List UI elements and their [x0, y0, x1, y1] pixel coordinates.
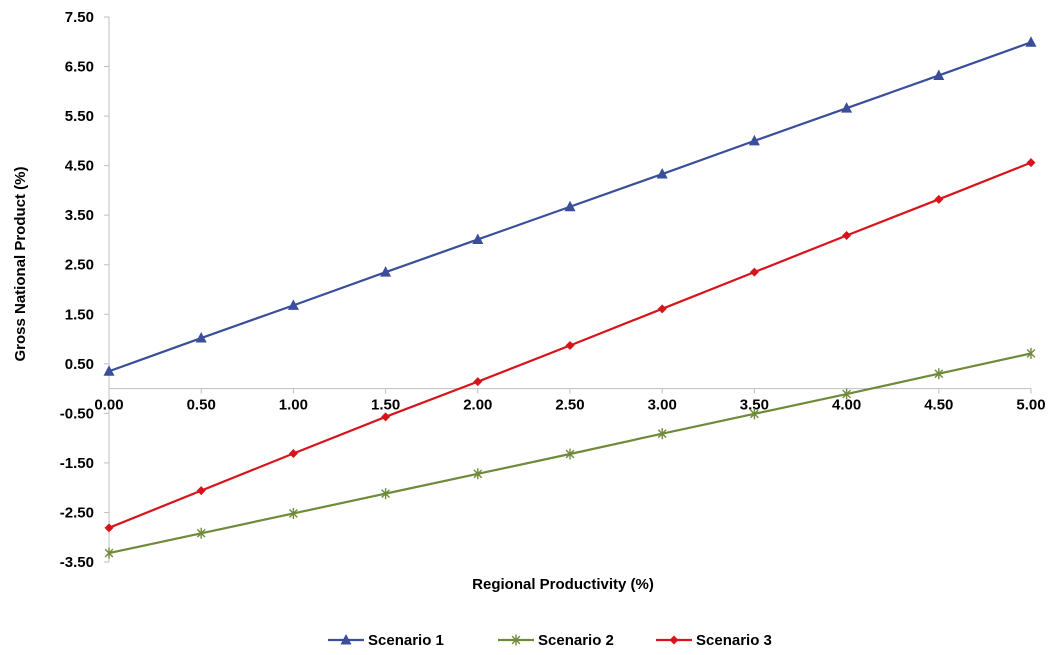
x-tick-label: 1.00 — [279, 397, 308, 414]
data-point-marker — [104, 523, 114, 533]
series-1 — [103, 36, 1037, 376]
data-point-marker — [934, 368, 944, 380]
data-point-marker — [842, 388, 851, 400]
legend-marker — [669, 635, 679, 645]
legend: Scenario 1 Scenario 2 Scenario 3 — [328, 632, 772, 649]
data-point-marker — [657, 428, 667, 440]
y-tick-label: 6.50 — [65, 59, 94, 76]
series-3 — [104, 158, 1036, 533]
data-point-marker — [748, 134, 760, 146]
data-point-marker — [196, 486, 206, 496]
data-point-marker — [196, 527, 206, 539]
x-tick-label: 4.50 — [924, 397, 953, 414]
data-point-marker — [104, 547, 114, 559]
data-point-marker — [750, 408, 759, 420]
y-tick-label: -1.50 — [60, 455, 94, 472]
data-point-marker — [656, 168, 668, 179]
data-point-marker — [657, 304, 667, 314]
legend-marker — [511, 634, 521, 646]
legend-label: Scenario 1 — [368, 632, 444, 649]
y-tick-label: -3.50 — [60, 554, 94, 571]
x-tick-label: 4.00 — [832, 397, 861, 414]
y-tick-label: 7.50 — [65, 9, 94, 26]
y-tick-label: -0.50 — [60, 405, 94, 422]
data-point-marker — [1025, 36, 1037, 47]
x-axis-ticks: 0.00 0.50 1.00 1.50 2.00 2.50 3.00 3.50 4.00 4.50… — [94, 388, 1046, 414]
data-point-marker — [381, 488, 390, 500]
y-tick-label: 4.50 — [65, 158, 94, 175]
data-point-marker — [473, 377, 483, 387]
y-tick-label: 3.50 — [65, 207, 94, 224]
data-point-marker — [289, 507, 298, 519]
x-tick-label: 2.00 — [463, 397, 492, 414]
x-tick-label: 3.50 — [740, 397, 769, 414]
y-tick-label: 2.50 — [65, 257, 94, 274]
x-tick-label: 0.00 — [94, 397, 123, 414]
data-point-marker — [841, 102, 853, 113]
legend-item: Scenario 1 — [328, 632, 444, 649]
legend-item: Scenario 3 — [656, 632, 772, 649]
data-point-marker — [842, 230, 852, 240]
data-point-marker — [564, 200, 576, 212]
legend-label: Scenario 3 — [696, 632, 772, 649]
y-tick-label: 0.50 — [65, 356, 94, 373]
series-layer — [103, 36, 1037, 559]
x-tick-label: 1.50 — [371, 397, 400, 414]
legend-item: Scenario 2 — [498, 632, 614, 649]
data-point-marker — [473, 468, 483, 480]
x-tick-label: 3.00 — [648, 397, 677, 414]
y-tick-label: -2.50 — [60, 504, 94, 521]
data-point-marker — [103, 365, 115, 376]
data-point-marker — [749, 267, 759, 277]
y-tick-label: 5.50 — [65, 108, 94, 125]
data-point-marker — [288, 448, 298, 458]
data-point-marker — [287, 299, 299, 310]
y-tick-label: 1.50 — [65, 306, 94, 323]
axes — [108, 17, 1031, 562]
data-point-marker — [1026, 347, 1036, 359]
data-point-marker — [565, 340, 575, 350]
x-tick-label: 0.50 — [187, 397, 216, 414]
data-point-marker — [565, 448, 575, 460]
x-tick-label: 2.50 — [555, 397, 584, 414]
y-axis-ticks: 7.50 6.50 5.50 4.50 3.50 2.50 1.50 0.50 -0.50 -1.… — [60, 9, 109, 571]
data-point-marker — [934, 194, 944, 204]
data-point-marker — [195, 332, 207, 343]
y-axis-title: Gross National Product (%) — [12, 166, 29, 361]
series-2 — [104, 347, 1036, 559]
x-axis-title: Regional Productivity (%) — [472, 576, 654, 593]
x-tick-label: 5.00 — [1016, 397, 1045, 414]
legend-marker — [340, 634, 352, 645]
legend-label: Scenario 2 — [538, 632, 614, 649]
data-point-marker — [933, 69, 945, 80]
data-point-marker — [1026, 158, 1036, 168]
data-point-marker — [472, 233, 484, 244]
data-point-marker — [381, 412, 391, 422]
data-point-marker — [380, 266, 392, 277]
